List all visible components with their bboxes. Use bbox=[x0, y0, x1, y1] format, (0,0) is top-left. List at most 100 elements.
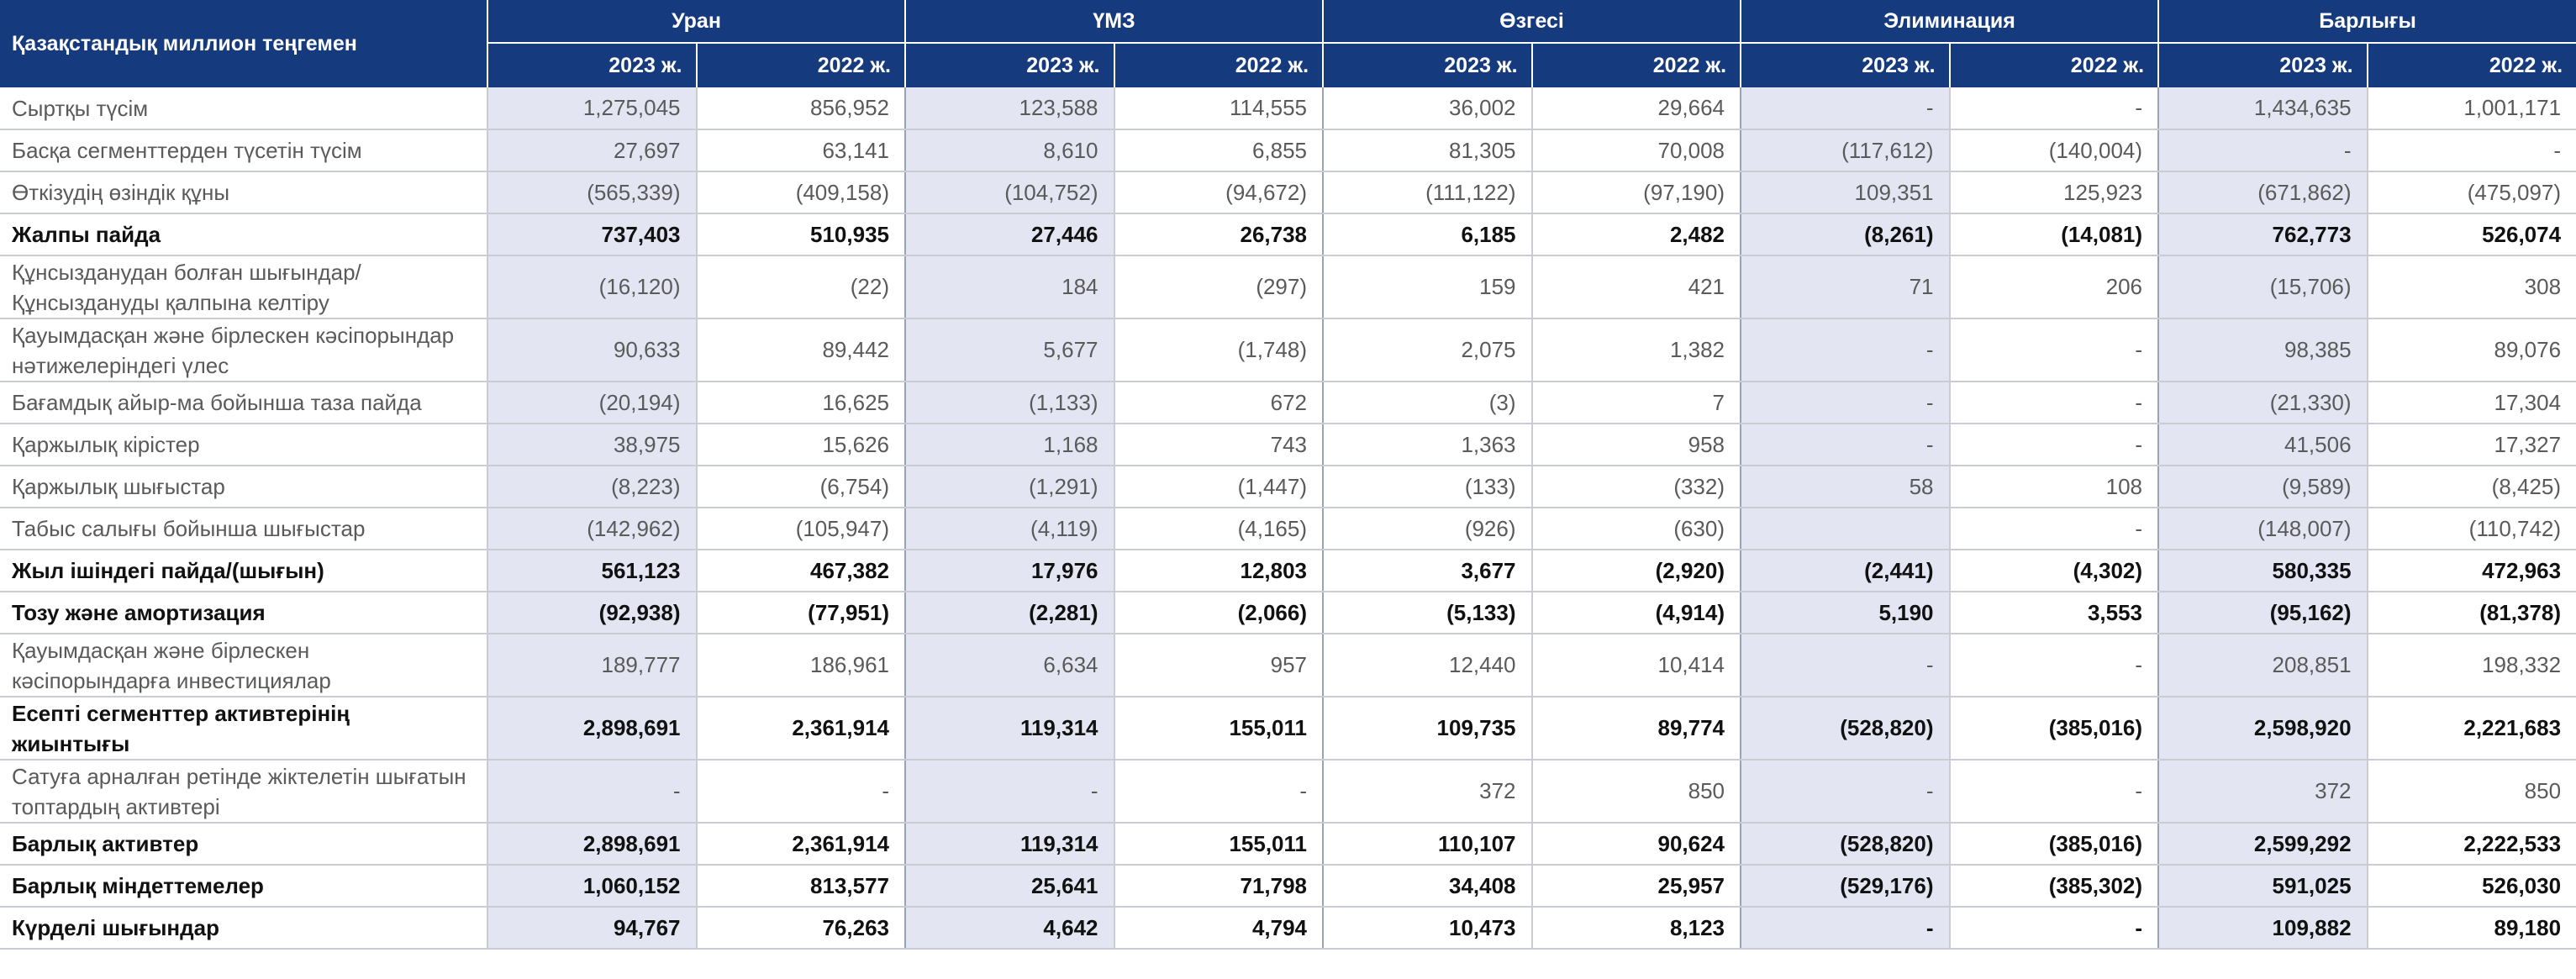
row-label: Құнсызданудан болған шығындар/ Құнсыздан… bbox=[0, 255, 488, 319]
group-header: Элиминация bbox=[1741, 0, 2160, 43]
table-cell: 2,598,920 bbox=[2158, 697, 2368, 761]
table-cell: 1,275,045 bbox=[487, 87, 698, 130]
table-cell: (117,612) bbox=[1741, 129, 1951, 172]
table-cell: 12,440 bbox=[1323, 634, 1533, 697]
table-cell: - bbox=[1949, 760, 2160, 824]
table-cell: (110,742) bbox=[2367, 508, 2576, 550]
table-cell: 3,553 bbox=[1949, 592, 2160, 634]
table-cell: (140,004) bbox=[1949, 129, 2160, 172]
table-cell: 850 bbox=[1531, 760, 1742, 824]
table-cell: 89,442 bbox=[696, 318, 906, 382]
table-cell: (97,190) bbox=[1531, 171, 1742, 214]
table-cell: 1,434,635 bbox=[2158, 87, 2368, 130]
table-cell: 1,060,152 bbox=[487, 865, 698, 908]
table-cell: 184 bbox=[905, 255, 1115, 319]
table-cell: (529,176) bbox=[1741, 865, 1951, 908]
table-row: Сатуға арналған ретінде жіктелетін шығат… bbox=[0, 760, 2576, 824]
table-cell: 421 bbox=[1531, 255, 1742, 319]
table-cell: 5,190 bbox=[1741, 592, 1951, 634]
table-cell: 108 bbox=[1949, 466, 2160, 508]
table-row: Тозу және амортизация (92,938) (77,951) (2,… bbox=[0, 592, 2576, 634]
row-label: Қауымдасқан және бірлескен кәсіпорындарғ… bbox=[0, 634, 488, 697]
table-cell: - bbox=[1741, 907, 1951, 950]
table-cell: 25,641 bbox=[905, 865, 1115, 908]
table-cell: 155,011 bbox=[1114, 697, 1325, 761]
table-cell: 98,385 bbox=[2158, 318, 2368, 382]
table-cell: 25,957 bbox=[1531, 865, 1742, 908]
table-cell: (104,752) bbox=[905, 171, 1115, 214]
table-row: Құнсызданудан болған шығындар/ Құнсыздан… bbox=[0, 255, 2576, 319]
table-cell: (4,165) bbox=[1114, 508, 1325, 550]
table-cell: 2,222,533 bbox=[2367, 823, 2576, 866]
year-header: 2022 ж. bbox=[1114, 42, 1325, 87]
table-row: Күрделі шығындар 94,767 76,263 4,642 4,794 10… bbox=[0, 907, 2576, 950]
table-cell: (4,119) bbox=[905, 508, 1115, 550]
table-row: Барлық активтер 2,898,691 2,361,914 119,314… bbox=[0, 823, 2576, 866]
table-row: Қауымдасқан және бірлескен кәсіпорындарғ… bbox=[0, 634, 2576, 697]
table-cell: - bbox=[487, 760, 698, 824]
table-cell: (148,007) bbox=[2158, 508, 2368, 550]
table-cell: 90,624 bbox=[1531, 823, 1742, 866]
table-cell: 957 bbox=[1114, 634, 1325, 697]
table-cell: 155,011 bbox=[1114, 823, 1325, 866]
table-cell: (2,441) bbox=[1741, 550, 1951, 592]
table-cell: 76,263 bbox=[696, 907, 906, 950]
row-label: Бағамдық айыр-ма бойынша таза пайда bbox=[0, 382, 488, 424]
table-cell: - bbox=[696, 760, 906, 824]
table-cell: (133) bbox=[1323, 466, 1533, 508]
table-cell: (385,016) bbox=[1949, 823, 2160, 866]
table-cell: (2,066) bbox=[1114, 592, 1325, 634]
table-row: Жыл ішіндегі пайда/(шығын) 561,123 467,382… bbox=[0, 550, 2576, 592]
table-cell: (95,162) bbox=[2158, 592, 2368, 634]
table-cell: (16,120) bbox=[487, 255, 698, 319]
table-cell: 526,074 bbox=[2367, 213, 2576, 256]
table-cell: (926) bbox=[1323, 508, 1533, 550]
table-cell: 372 bbox=[1323, 760, 1533, 824]
table-body: Сыртқы түсім 1,275,045 856,952 123,588 114,5… bbox=[0, 87, 2576, 950]
table-cell: - bbox=[1949, 907, 2160, 950]
table-cell: (3) bbox=[1323, 382, 1533, 424]
table-cell: - bbox=[1741, 760, 1951, 824]
table-cell: 813,577 bbox=[696, 865, 906, 908]
table-cell: 16,625 bbox=[696, 382, 906, 424]
table-cell: 119,314 bbox=[905, 697, 1115, 761]
table-cell: 198,332 bbox=[2367, 634, 2576, 697]
group-header: ҮМЗ bbox=[905, 0, 1325, 43]
table-cell: (6,754) bbox=[696, 466, 906, 508]
table-cell: (105,947) bbox=[696, 508, 906, 550]
table-cell: (94,672) bbox=[1114, 171, 1325, 214]
table-cell: 208,851 bbox=[2158, 634, 2368, 697]
table-row: Барлық міндеттемелер 1,060,152 813,577 25,6… bbox=[0, 865, 2576, 908]
table-cell: (77,951) bbox=[696, 592, 906, 634]
table-cell: 1,168 bbox=[905, 424, 1115, 466]
table-cell: 41,506 bbox=[2158, 424, 2368, 466]
table-cell: 6,185 bbox=[1323, 213, 1533, 256]
table-cell: (5,133) bbox=[1323, 592, 1533, 634]
table-cell: 2,898,691 bbox=[487, 697, 698, 761]
table-cell: (1,133) bbox=[905, 382, 1115, 424]
table-cell: 27,697 bbox=[487, 129, 698, 172]
table-cell: (385,302) bbox=[1949, 865, 2160, 908]
table-cell: 6,855 bbox=[1114, 129, 1325, 172]
table-cell: 36,002 bbox=[1323, 87, 1533, 130]
table-cell: 6,634 bbox=[905, 634, 1115, 697]
table-cell: - bbox=[1949, 508, 2160, 550]
table-cell: 4,642 bbox=[905, 907, 1115, 950]
table-cell: 89,076 bbox=[2367, 318, 2576, 382]
table-cell: 70,008 bbox=[1531, 129, 1742, 172]
table-row: Қауымдасқан және бірлескен кәсіпорындар … bbox=[0, 318, 2576, 382]
table-cell: 10,473 bbox=[1323, 907, 1533, 950]
table-cell: 159 bbox=[1323, 255, 1533, 319]
table-cell: 7 bbox=[1531, 382, 1742, 424]
table-cell: 17,327 bbox=[2367, 424, 2576, 466]
table-cell: 34,408 bbox=[1323, 865, 1533, 908]
table-cell: (92,938) bbox=[487, 592, 698, 634]
table-cell: (1,291) bbox=[905, 466, 1115, 508]
table-cell: 372 bbox=[2158, 760, 2368, 824]
table-cell: - bbox=[1949, 382, 2160, 424]
table-cell bbox=[1741, 508, 1951, 550]
table-cell: - bbox=[1741, 318, 1951, 382]
row-label: Қауымдасқан және бірлескен кәсіпорындар … bbox=[0, 318, 488, 382]
table-cell: 109,882 bbox=[2158, 907, 2368, 950]
row-label: Табыс салығы бойынша шығыстар bbox=[0, 508, 488, 550]
